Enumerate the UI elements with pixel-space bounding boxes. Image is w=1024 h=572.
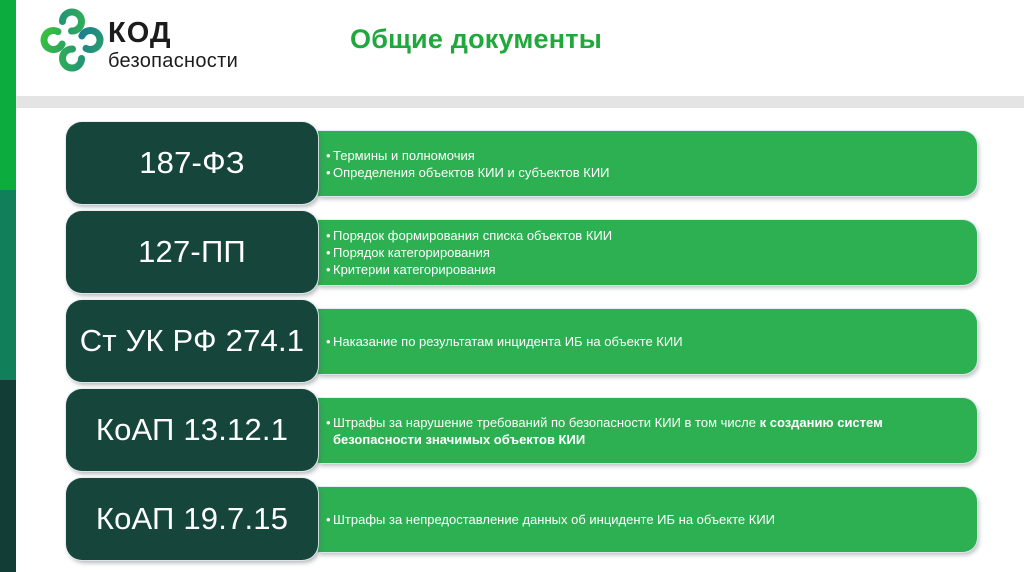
document-label: КоАП 13.12.1 bbox=[95, 412, 289, 447]
stripe-segment-top bbox=[0, 0, 16, 190]
bullet-list: • Штрафы за непредоставление данных об ин… bbox=[326, 511, 963, 528]
bullet-text: Порядок формирования списка объектов КИИ bbox=[333, 228, 613, 243]
bullet-marker-icon: • bbox=[326, 245, 331, 260]
document-label-box: Ст УК РФ 274.1 bbox=[66, 300, 318, 382]
document-row: 127-ПП • Порядок формирования списка объе… bbox=[66, 211, 977, 293]
document-label-box: 127-ПП bbox=[66, 211, 318, 293]
document-description-bar: • Штрафы за непредоставление данных об ин… bbox=[318, 487, 977, 552]
document-label-box: КоАП 13.12.1 bbox=[66, 389, 318, 471]
bullet-item: • Определения объектов КИИ и субъектов КИ… bbox=[326, 164, 963, 181]
document-label: 127-ПП bbox=[138, 234, 246, 269]
bullet-item: • Термины и полномочия bbox=[326, 147, 963, 164]
document-row: КоАП 13.12.1 • Штрафы за нарушение требов… bbox=[66, 389, 977, 471]
bullet-list: • Штрафы за нарушение требований по безоп… bbox=[326, 414, 963, 448]
logo: КОД безопасности bbox=[40, 8, 238, 72]
document-label-box: КоАП 19.7.15 bbox=[66, 478, 318, 560]
bullet-marker-icon: • bbox=[326, 164, 331, 180]
bullet-text: Штрафы за непредоставление данных об инц… bbox=[333, 512, 776, 527]
slide-title: Общие документы bbox=[350, 24, 602, 54]
bullet-marker-icon: • bbox=[326, 147, 331, 163]
security-code-logo-icon bbox=[40, 8, 104, 72]
bullet-item: • Порядок формирования списка объектов КИ… bbox=[326, 227, 963, 244]
logo-text-primary: КОД bbox=[108, 17, 172, 49]
logo-text-secondary: безопасности bbox=[108, 50, 239, 72]
document-row: 187-ФЗ • Термины и полномочия • Определения… bbox=[66, 122, 977, 204]
bullet-marker-icon: • bbox=[326, 228, 331, 243]
bullet-marker-icon: • bbox=[326, 334, 331, 349]
document-description-bar: • Порядок формирования списка объектов КИ… bbox=[318, 220, 977, 285]
document-row: Ст УК РФ 274.1 • Наказание по результатам… bbox=[66, 300, 977, 382]
document-description-bar: • Термины и полномочия • Определения объект… bbox=[318, 131, 977, 196]
left-accent-stripe bbox=[0, 0, 16, 572]
bullet-text: Термины и полномочия bbox=[333, 147, 475, 163]
bullet-marker-icon: • bbox=[326, 262, 331, 277]
bullet-text: Определения объектов КИИ и субъектов КИИ bbox=[333, 164, 610, 180]
document-label: Ст УК РФ 274.1 bbox=[79, 323, 305, 358]
bullet-item: • Штрафы за непредоставление данных об ин… bbox=[326, 511, 963, 528]
bullet-list: • Наказание по результатам инцидента ИБ н… bbox=[326, 333, 963, 350]
stripe-segment-middle bbox=[0, 190, 16, 380]
header-divider bbox=[16, 96, 1024, 108]
bullet-text: Порядок категорирования bbox=[333, 245, 490, 260]
bullet-item: • Штрафы за нарушение требований по безоп… bbox=[326, 414, 963, 448]
document-rows: 187-ФЗ • Термины и полномочия • Определения… bbox=[66, 122, 977, 560]
document-label: 187-ФЗ bbox=[139, 145, 245, 180]
document-description-bar: • Штрафы за нарушение требований по безоп… bbox=[318, 398, 977, 463]
bullet-item: • Порядок категорирования bbox=[326, 244, 963, 261]
bullet-marker-icon: • bbox=[326, 414, 331, 430]
bullet-item: • Критерии категорирования bbox=[326, 261, 963, 278]
document-label: КоАП 19.7.15 bbox=[95, 501, 289, 536]
bullet-list: • Термины и полномочия • Определения объект… bbox=[326, 147, 963, 181]
stripe-segment-bottom bbox=[0, 380, 16, 572]
bullet-list: • Порядок формирования списка объектов КИ… bbox=[326, 227, 963, 278]
header: КОД безопасности Общие документы bbox=[16, 0, 1024, 96]
bullet-text: Наказание по результатам инцидента ИБ на… bbox=[333, 334, 683, 349]
bullet-text: Штрафы за нарушение требований по безопа… bbox=[333, 414, 883, 447]
document-label-box: 187-ФЗ bbox=[66, 122, 318, 204]
bullet-item: • Наказание по результатам инцидента ИБ н… bbox=[326, 333, 963, 350]
bullet-marker-icon: • bbox=[326, 512, 331, 527]
bullet-text: Критерии категорирования bbox=[333, 262, 496, 277]
document-description-bar: • Наказание по результатам инцидента ИБ н… bbox=[318, 309, 977, 374]
document-row: КоАП 19.7.15 • Штрафы за непредоставление… bbox=[66, 478, 977, 560]
logo-text: КОД безопасности bbox=[108, 8, 239, 73]
